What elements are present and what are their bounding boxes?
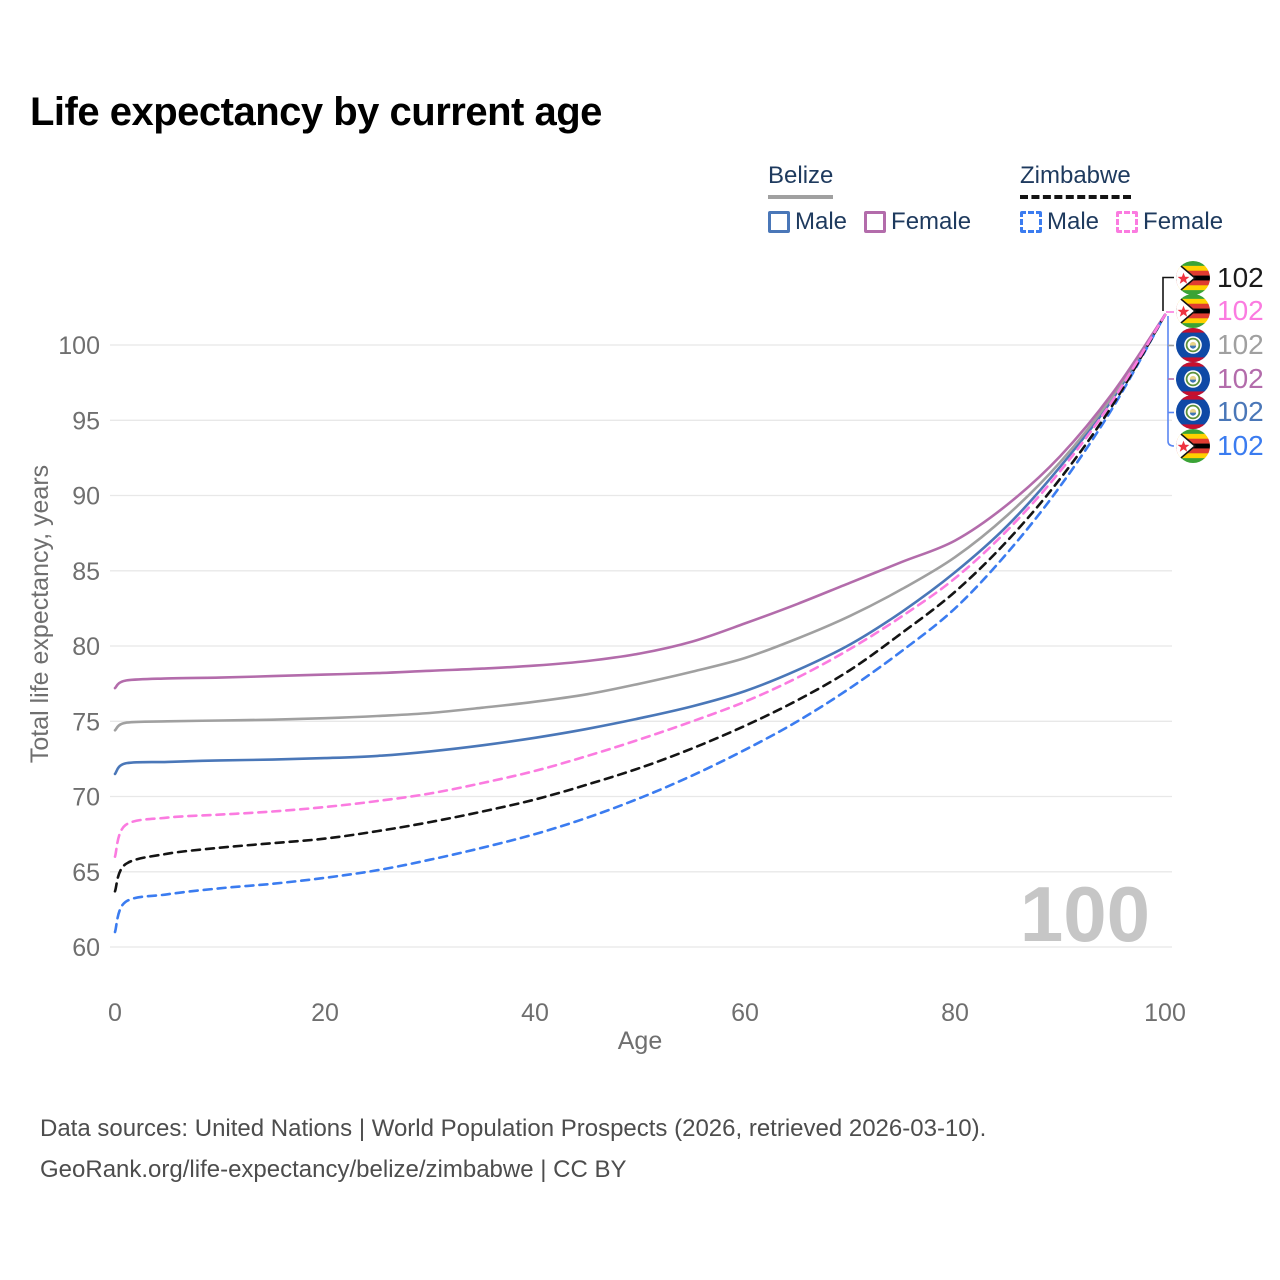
legend-items-zimbabwe: Male Female bbox=[1020, 208, 1223, 236]
legend-items-belize: Male Female bbox=[768, 208, 971, 236]
footer-datasource: Data sources: United Nations | World Pop… bbox=[40, 1115, 987, 1142]
endpoint-value: 102 bbox=[1217, 396, 1264, 428]
legend-checkbox-zimbabwe-female[interactable] bbox=[1116, 211, 1139, 233]
zimbabwe-flag-icon bbox=[1176, 294, 1210, 329]
svg-text:20: 20 bbox=[311, 999, 339, 1027]
svg-text:Total life expectancy, years: Total life expectancy, years bbox=[26, 465, 54, 763]
svg-text:Age: Age bbox=[618, 1027, 662, 1055]
footer: Data sources: United Nations | World Pop… bbox=[40, 1108, 986, 1190]
svg-text:100: 100 bbox=[1144, 999, 1186, 1027]
series-line-belize bbox=[113, 313, 1167, 732]
series-line-zimbabwe bbox=[113, 313, 1167, 893]
chart-title: Life expectancy by current age bbox=[30, 90, 602, 134]
belize-flag-icon bbox=[1176, 327, 1210, 362]
footer-url: GeoRank.org/life-expectancy/belize/zimba… bbox=[40, 1156, 627, 1183]
svg-text:95: 95 bbox=[72, 407, 100, 435]
legend-label-zimbabwe-female: Female bbox=[1143, 208, 1224, 235]
age-counter-watermark: 100 bbox=[1020, 870, 1150, 958]
legend-label-belize-male: Male bbox=[795, 208, 848, 235]
legend-checkbox-belize-female[interactable] bbox=[864, 211, 887, 233]
endpoint-value: 102 bbox=[1217, 430, 1264, 461]
zimbabwe-flag-icon bbox=[1176, 260, 1210, 295]
belize-flag-icon bbox=[1176, 361, 1210, 396]
svg-text:40: 40 bbox=[521, 999, 549, 1027]
series-line-belize-male bbox=[113, 313, 1167, 776]
legend-label-zimbabwe-male: Male bbox=[1047, 208, 1100, 235]
svg-text:80: 80 bbox=[72, 633, 100, 661]
legend-item-zimbabwe-female: Female bbox=[1116, 208, 1223, 236]
legend-checkbox-belize-male[interactable] bbox=[768, 211, 790, 233]
series-line-belize-female bbox=[113, 313, 1167, 690]
endpoint-label-zimbabwe-female: 102 bbox=[1176, 294, 1264, 329]
svg-text:90: 90 bbox=[72, 483, 100, 511]
legend-item-belize-male: Male bbox=[768, 208, 847, 236]
legend-group-zimbabwe: Zimbabwe Male Female bbox=[1020, 162, 1223, 236]
legend-label-belize-female: Female bbox=[891, 208, 972, 235]
legend-group-belize: Belize Male Female bbox=[768, 162, 971, 236]
svg-text:100: 100 bbox=[58, 332, 100, 360]
svg-text:0: 0 bbox=[108, 999, 122, 1027]
series-line-zimbabwe-female bbox=[113, 313, 1167, 858]
endpoint-value: 102 bbox=[1217, 362, 1264, 394]
svg-text:75: 75 bbox=[72, 708, 100, 736]
svg-text:60: 60 bbox=[731, 999, 759, 1027]
series-line-zimbabwe-male bbox=[113, 313, 1167, 934]
endpoint-label-zimbabwe-male: 102 bbox=[1176, 429, 1264, 463]
svg-text:85: 85 bbox=[72, 558, 100, 586]
legend-country-belize: Belize bbox=[768, 162, 834, 199]
svg-text:65: 65 bbox=[72, 859, 100, 887]
zimbabwe-flag-icon bbox=[1176, 429, 1210, 463]
svg-text:60: 60 bbox=[72, 934, 100, 962]
svg-text:70: 70 bbox=[72, 784, 100, 812]
endpoint-value: 102 bbox=[1217, 261, 1264, 293]
endpoint-label-zimbabwe: 102 bbox=[1176, 260, 1264, 295]
legend-item-zimbabwe-male: Male bbox=[1020, 208, 1099, 236]
legend-country-zimbabwe: Zimbabwe bbox=[1020, 162, 1131, 199]
legend-item-belize-female: Female bbox=[864, 208, 971, 236]
endpoint-value: 102 bbox=[1217, 295, 1264, 327]
legend-checkbox-zimbabwe-male[interactable] bbox=[1020, 211, 1042, 233]
endpoint-value: 102 bbox=[1217, 328, 1264, 360]
svg-text:80: 80 bbox=[941, 999, 969, 1027]
endpoint-label-belize-female: 102 bbox=[1176, 361, 1264, 396]
endpoint-label-belize: 102 bbox=[1176, 327, 1264, 362]
belize-flag-icon bbox=[1176, 395, 1210, 430]
endpoint-label-belize-male: 102 bbox=[1176, 395, 1264, 430]
